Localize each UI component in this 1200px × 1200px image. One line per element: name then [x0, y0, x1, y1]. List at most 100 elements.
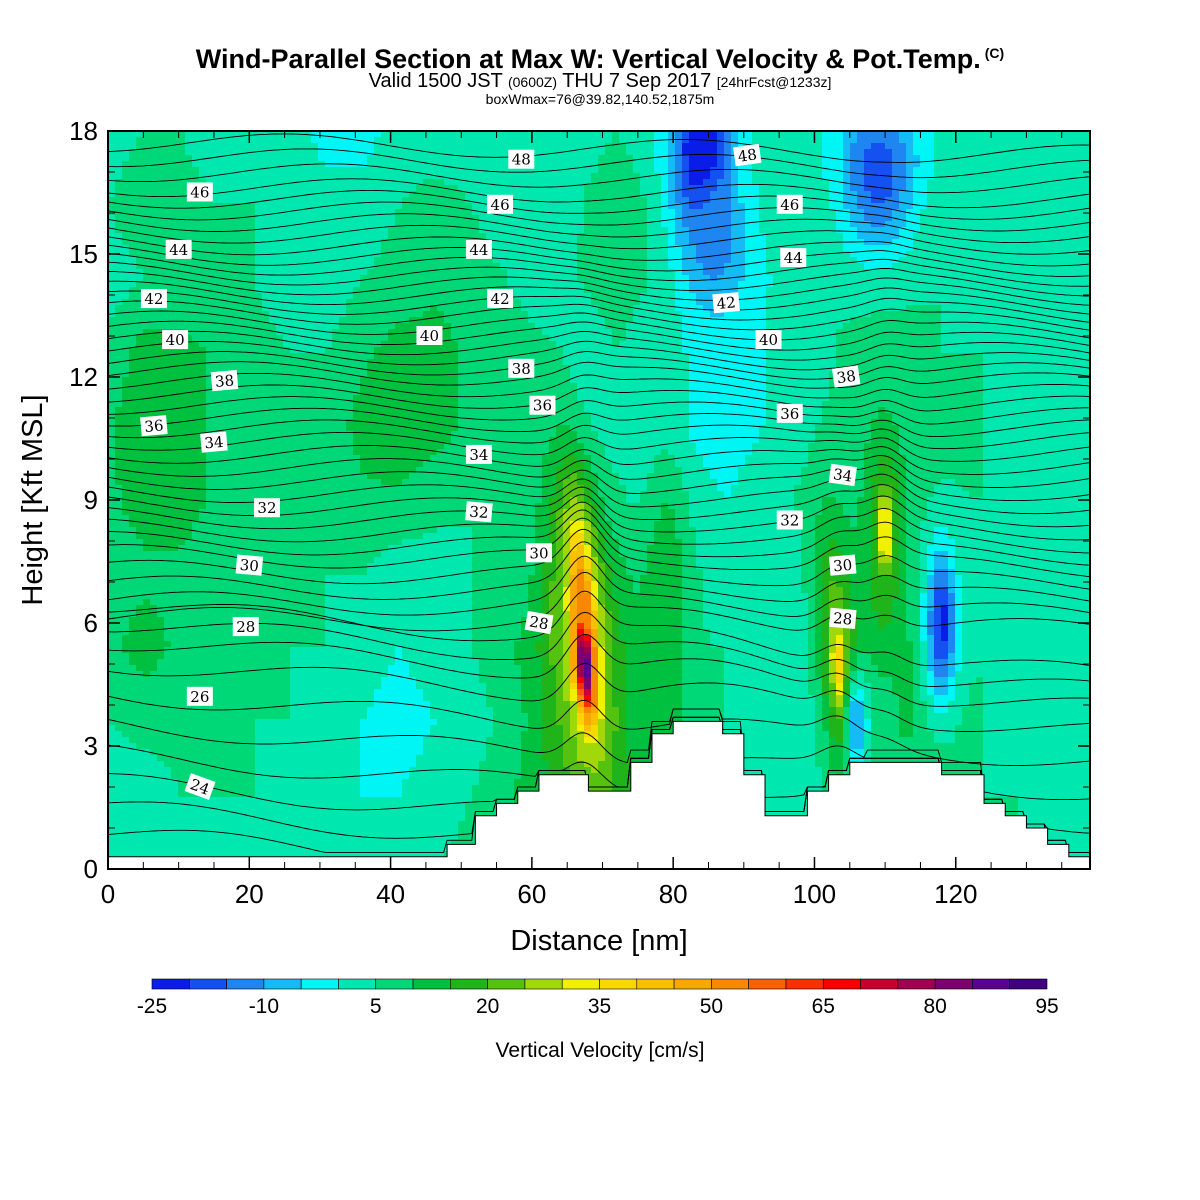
- velocity-cell: [1053, 275, 1061, 282]
- velocity-cell: [983, 161, 991, 168]
- velocity-cell: [927, 323, 935, 330]
- velocity-cell: [850, 167, 858, 174]
- velocity-cell: [108, 155, 116, 162]
- velocity-cell: [598, 209, 606, 216]
- velocity-cell: [185, 257, 193, 264]
- velocity-cell: [451, 197, 459, 204]
- velocity-cell: [143, 179, 151, 186]
- velocity-cell: [920, 323, 928, 330]
- velocity-cell: [199, 305, 207, 312]
- velocity-cell: [717, 263, 725, 270]
- velocity-cell: [563, 203, 571, 210]
- velocity-cell: [1053, 257, 1061, 264]
- velocity-cell: [710, 323, 718, 330]
- velocity-cell: [164, 263, 172, 270]
- velocity-cell: [654, 317, 662, 324]
- velocity-cell: [290, 143, 298, 150]
- velocity-cell: [682, 155, 690, 162]
- velocity-cell: [885, 149, 893, 156]
- velocity-cell: [129, 317, 137, 324]
- velocity-cell: [220, 185, 228, 192]
- velocity-cell: [591, 299, 599, 306]
- velocity-cell: [220, 335, 228, 342]
- velocity-cell: [556, 221, 564, 228]
- velocity-cell: [192, 173, 200, 180]
- velocity-cell: [661, 173, 669, 180]
- velocity-cell: [990, 305, 998, 312]
- velocity-cell: [857, 185, 865, 192]
- velocity-cell: [276, 161, 284, 168]
- velocity-cell: [1018, 263, 1026, 270]
- velocity-cell: [542, 263, 550, 270]
- velocity-cell: [311, 287, 319, 294]
- velocity-cell: [465, 185, 473, 192]
- velocity-cell: [395, 161, 403, 168]
- velocity-cell: [227, 245, 235, 252]
- velocity-cell: [934, 143, 942, 150]
- velocity-cell: [500, 245, 508, 252]
- velocity-cell: [416, 221, 424, 228]
- velocity-cell: [1025, 209, 1033, 216]
- velocity-cell: [269, 311, 277, 318]
- velocity-cell: [521, 131, 529, 138]
- velocity-cell: [801, 317, 809, 324]
- velocity-cell: [1011, 203, 1019, 210]
- velocity-cell: [598, 221, 606, 228]
- velocity-cell: [192, 323, 200, 330]
- velocity-cell: [185, 329, 193, 336]
- velocity-cell: [997, 137, 1005, 144]
- velocity-cell: [1067, 245, 1075, 252]
- velocity-cell: [1032, 293, 1040, 300]
- velocity-cell: [696, 281, 704, 288]
- velocity-cell: [402, 299, 410, 306]
- velocity-cell: [150, 167, 158, 174]
- velocity-cell: [836, 317, 844, 324]
- velocity-cell: [542, 281, 550, 288]
- velocity-cell: [745, 299, 753, 306]
- velocity-cell: [689, 233, 697, 240]
- velocity-cell: [570, 287, 578, 294]
- velocity-cell: [262, 161, 270, 168]
- velocity-cell: [381, 239, 389, 246]
- velocity-cell: [864, 203, 872, 210]
- velocity-cell: [311, 275, 319, 282]
- velocity-cell: [633, 329, 641, 336]
- velocity-cell: [906, 251, 914, 258]
- velocity-cell: [906, 323, 914, 330]
- velocity-cell: [1032, 329, 1040, 336]
- velocity-cell: [549, 185, 557, 192]
- velocity-cell: [864, 275, 872, 282]
- velocity-cell: [871, 167, 879, 174]
- velocity-cell: [1039, 299, 1047, 306]
- velocity-cell: [129, 221, 137, 228]
- velocity-cell: [1025, 227, 1033, 234]
- velocity-cell: [878, 317, 886, 324]
- velocity-cell: [1039, 221, 1047, 228]
- velocity-cell: [920, 233, 928, 240]
- velocity-cell: [339, 173, 347, 180]
- velocity-cell: [668, 185, 676, 192]
- velocity-cell: [577, 239, 585, 246]
- velocity-cell: [185, 335, 193, 342]
- velocity-cell: [1039, 143, 1047, 150]
- velocity-cell: [1067, 191, 1075, 198]
- velocity-cell: [1074, 197, 1082, 204]
- velocity-cell: [1060, 305, 1068, 312]
- velocity-cell: [780, 131, 788, 138]
- velocity-cell: [514, 251, 522, 258]
- velocity-cell: [402, 263, 410, 270]
- velocity-cell: [654, 269, 662, 276]
- velocity-cell: [1046, 131, 1054, 138]
- velocity-cell: [969, 149, 977, 156]
- velocity-cell: [276, 323, 284, 330]
- velocity-cell: [759, 299, 767, 306]
- velocity-cell: [654, 311, 662, 318]
- velocity-cell: [297, 185, 305, 192]
- velocity-cell: [129, 299, 137, 306]
- velocity-cell: [1067, 185, 1075, 192]
- velocity-cell: [325, 257, 333, 264]
- velocity-cell: [1039, 197, 1047, 204]
- velocity-cell: [682, 329, 690, 336]
- velocity-cell: [318, 329, 326, 336]
- velocity-cell: [843, 269, 851, 276]
